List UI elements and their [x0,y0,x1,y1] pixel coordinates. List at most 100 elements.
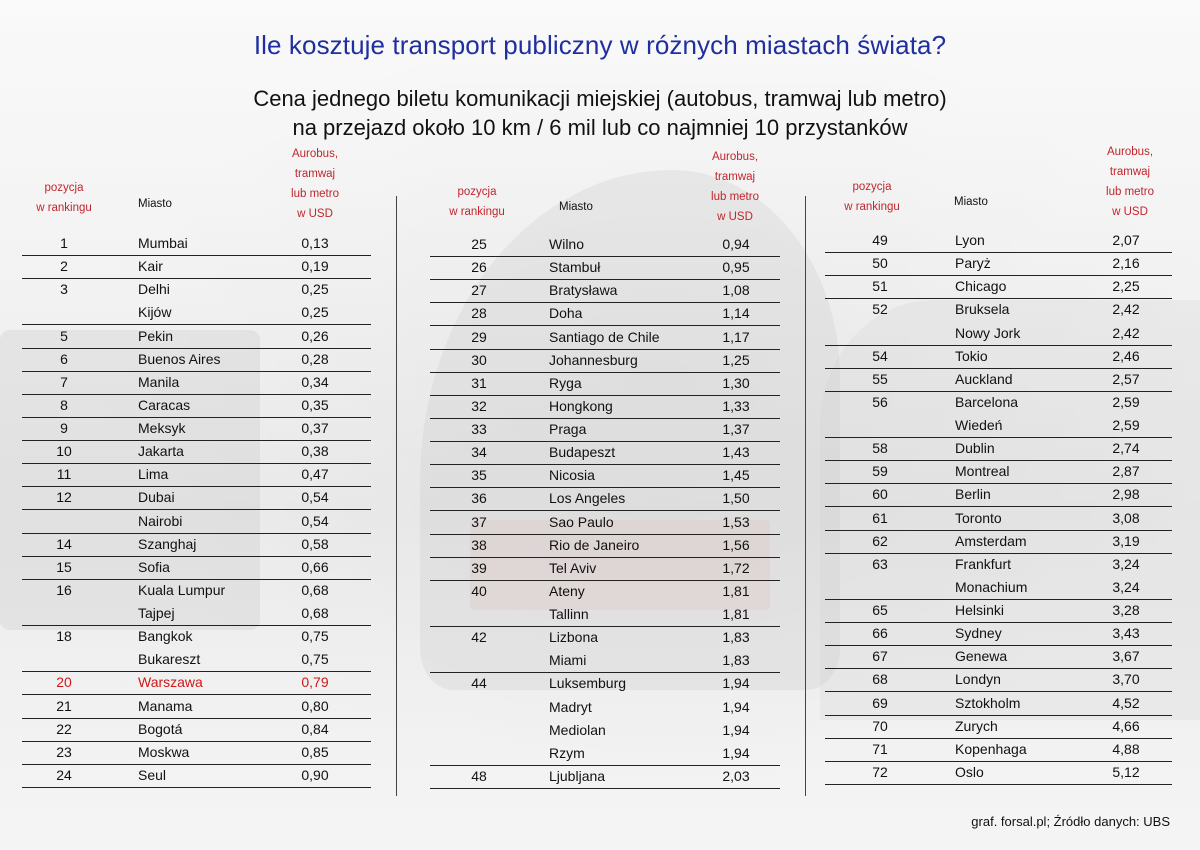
rank-cell: 9 [60,420,68,437]
table-row: 55 Auckland 2,57 [825,369,1172,392]
header-rank-line2: w rankingu [36,202,92,214]
price-cell: 0,28 [301,350,329,367]
price-cell: 2,46 [1112,347,1140,364]
row-separator [22,324,371,326]
rank-cell: 24 [56,766,72,783]
rank-cell: 16 [56,581,72,598]
rank-cell: 34 [471,444,487,461]
city-cell: Jakarta [138,443,184,460]
row-separator [825,460,1172,462]
rank-cell: 25 [471,236,487,252]
city-cell: Lima [138,466,169,483]
column-divider-2 [805,196,806,796]
table-row: 54 Tokio 2,46 [825,346,1172,369]
row-separator [22,416,371,418]
table-row: 15 Sofia 0,66 [22,557,371,580]
header-city-col1: Miasto [138,198,172,210]
table-row: 27 Bratysława 1,08 [430,280,780,304]
city-cell: Kuala Lumpur [138,581,226,598]
city-cell: Buenos Aires [138,350,221,367]
rank-cell: 71 [872,740,888,757]
city-cell: Sztokholm [955,694,1021,711]
rank-cell: 44 [471,675,487,692]
rank-cell: 14 [56,535,72,552]
header-rank-line2: w rankingu [844,201,900,213]
city-cell: Tajpej [138,605,175,622]
table-row: 63 Frankfurt 3,24 [825,554,1172,577]
price-cell: 2,03 [722,767,750,784]
row-separator [22,555,371,557]
table-row: 44 Luksemburg 1,94 [430,673,780,696]
price-cell: 3,70 [1112,671,1140,688]
price-cell: 2,07 [1112,232,1140,248]
table-row: 33 Praga 1,37 [430,419,780,443]
rank-cell: 49 [872,232,888,248]
city-cell: Sofia [138,558,170,575]
rank-cell: 69 [872,694,888,711]
rank-cell: 32 [471,397,487,414]
city-cell: Lizbona [549,629,599,646]
city-cell: Caracas [138,396,191,413]
header-rank-line1: pozycja [457,186,497,198]
price-cell: 0,80 [301,697,329,714]
table-row: Tajpej 0,68 [22,603,371,627]
rank-cell: 20 [56,674,72,691]
city-cell: Kair [138,258,163,275]
table-row: 26 Stambuł 0,95 [430,257,780,281]
price-cell: 1,72 [722,559,750,576]
row-separator [22,763,371,765]
table-row: 65 Helsinki 3,28 [825,600,1172,624]
price-cell: 1,08 [722,282,750,299]
price-cell: 0,95 [722,259,750,276]
rank-cell: 39 [471,559,487,576]
table-row: 60 Berlin 2,98 [825,484,1172,508]
row-separator [430,464,780,466]
row-separator [825,252,1172,253]
table-row: 21 Manama 0,80 [22,696,371,719]
rank-cell: 10 [56,443,72,460]
price-cell: 0,37 [301,420,329,437]
header-rank-line1: pozycja [852,181,892,193]
table-row: 39 Tel Aviv 1,72 [430,558,780,581]
subtitle-line-1: Cena jednego biletu komunikacji miejskie… [253,86,947,111]
city-cell: Bukareszt [138,651,201,668]
price-cell: 4,52 [1112,694,1140,711]
table-row: 28 Doha 1,14 [430,303,780,327]
city-cell: Santiago de Chile [549,328,660,345]
row-separator [825,275,1172,277]
column-divider-1 [396,196,397,796]
table-row: 69 Sztokholm 4,52 [825,693,1172,716]
row-separator [22,740,371,742]
rank-cell: 5 [60,327,68,344]
rank-cell: 37 [471,513,487,530]
row-separator [825,390,1172,392]
rank-cell: 35 [471,467,487,484]
table-row: 1 Mumbai 0,13 [22,233,371,256]
table-row: Kijów 0,25 [22,302,371,326]
rank-cell: 60 [872,486,888,503]
table-row: 2 Kair 0,19 [22,256,371,280]
city-cell: Doha [549,305,583,322]
table-row: 61 Toronto 3,08 [825,508,1172,531]
table-row: 40 Ateny 1,81 [430,581,780,604]
row-separator [430,394,780,396]
price-cell: 0,47 [301,466,329,483]
table-row: Wiedeń 2,59 [825,415,1172,439]
city-cell: Mumbai [138,235,188,251]
city-cell: Dubai [138,489,175,506]
rank-cell: 42 [471,629,487,646]
price-cell: 1,14 [722,305,750,322]
row-separator [22,625,371,627]
table-row: 11 Lima 0,47 [22,464,371,488]
price-cell: 1,43 [722,444,750,461]
header-price-line3: lub metro [711,191,759,203]
rank-cell: 38 [471,536,487,553]
header-city-col3: Miasto [954,196,988,208]
table-row: 3 Delhi 0,25 [22,279,371,302]
city-cell: Lyon [955,232,985,248]
price-cell: 0,19 [301,258,329,275]
price-cell: 1,94 [722,675,750,692]
row-separator [430,302,780,304]
row-separator [825,506,1172,508]
table-row: 5 Pekin 0,26 [22,326,371,349]
